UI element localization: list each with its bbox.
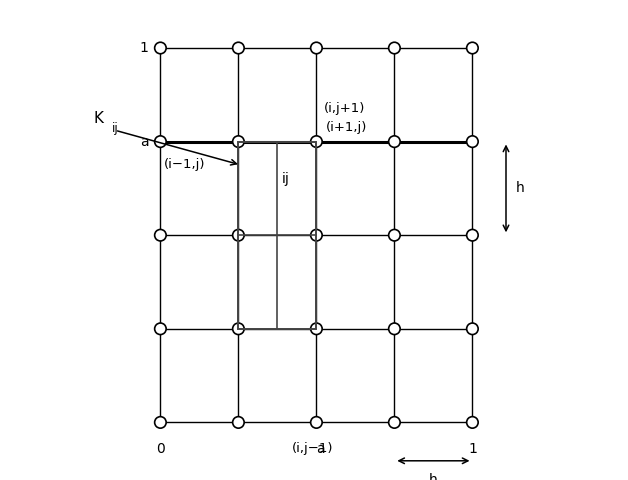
Text: (i+1,j): (i+1,j) [326,121,367,134]
Text: K: K [93,111,103,126]
Circle shape [232,417,244,428]
Circle shape [389,42,400,54]
Circle shape [154,323,166,335]
Circle shape [467,229,478,241]
Circle shape [154,417,166,428]
Circle shape [154,229,166,241]
Circle shape [389,323,400,335]
Text: a: a [317,442,325,456]
Text: (i−1,j): (i−1,j) [165,158,206,171]
Circle shape [232,323,244,335]
Text: (i,j−1): (i,j−1) [292,442,333,455]
Circle shape [467,42,478,54]
Circle shape [232,229,244,241]
Text: 1: 1 [139,41,148,55]
Circle shape [311,42,322,54]
Text: h: h [516,181,524,195]
Text: ij: ij [111,122,118,135]
Circle shape [389,136,400,147]
Circle shape [467,323,478,335]
Circle shape [389,229,400,241]
Circle shape [467,417,478,428]
Text: a: a [140,134,148,149]
Text: (i,j+1): (i,j+1) [324,102,365,115]
Circle shape [154,42,166,54]
Circle shape [311,136,322,147]
Circle shape [232,136,244,147]
Text: 1: 1 [468,442,477,456]
Circle shape [389,417,400,428]
Circle shape [311,417,322,428]
Text: h: h [429,473,438,480]
Circle shape [154,136,166,147]
Circle shape [467,136,478,147]
Bar [239,142,317,329]
Circle shape [232,42,244,54]
Text: 0: 0 [156,442,165,456]
Circle shape [311,323,322,335]
Circle shape [311,229,322,241]
Text: ij: ij [282,172,290,186]
